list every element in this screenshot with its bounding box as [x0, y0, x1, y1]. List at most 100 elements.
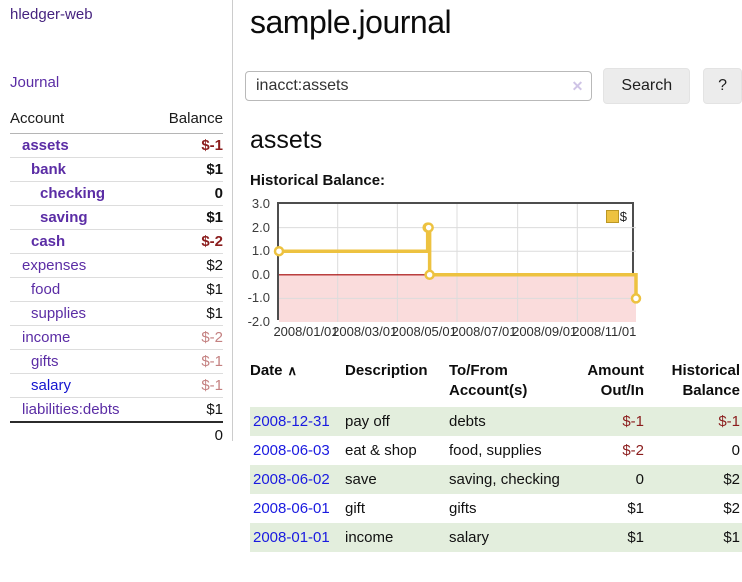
account-link[interactable]: liabilities:debts: [22, 401, 120, 418]
account-row: food $1: [10, 277, 223, 302]
account-name-cell: saving: [10, 205, 153, 230]
register-description-cell: income: [345, 523, 449, 552]
transaction-date-link[interactable]: 2008-06-02: [253, 471, 330, 488]
account-balance: $1: [152, 397, 223, 422]
account-link[interactable]: salary: [31, 377, 72, 394]
register-balance-cell: $-1: [646, 407, 742, 436]
account-link[interactable]: assets: [22, 137, 69, 154]
chart-plot-area[interactable]: $: [273, 202, 642, 322]
transaction-date-link[interactable]: 2008-06-03: [253, 442, 330, 459]
account-row: checking 0: [10, 181, 223, 206]
account-row: salary $-1: [10, 373, 223, 398]
legend-label: $: [619, 209, 627, 224]
account-name-cell: checking: [10, 181, 153, 206]
account-name-cell: food: [10, 277, 153, 302]
register-accounts-cell: saving, checking: [449, 465, 568, 494]
chart-legend: $: [605, 209, 627, 224]
account-name-cell: expenses: [10, 253, 153, 278]
clear-search-icon[interactable]: ✕: [571, 78, 584, 94]
register-header-amount: Amount Out/In: [587, 362, 644, 399]
y-tick-label: 3.0: [251, 196, 270, 211]
register-description-cell: save: [345, 465, 449, 494]
search-button[interactable]: Search: [603, 68, 691, 104]
chart-y-axis-labels: 3.0 2.0 1.0 0.0 -1.0 -2.0: [247, 196, 270, 329]
search-box: ✕: [245, 71, 593, 101]
help-button[interactable]: ?: [703, 68, 742, 104]
register-balance-cell: 0: [731, 442, 740, 459]
register-table: Date ∧ Description To/From Account(s) Amo…: [250, 359, 742, 552]
account-balance: $-2: [152, 325, 223, 350]
legend-swatch-icon: [605, 210, 619, 223]
search-input[interactable]: [245, 71, 593, 101]
account-link[interactable]: gifts: [31, 353, 59, 370]
y-tick-label: 0.0: [251, 266, 270, 282]
historical-balance-chart: 3.0 2.0 1.0 0.0 -1.0 -2.0 $ 2008/01/01 2008/03…: [247, 196, 742, 344]
register-balance-cell: $2: [723, 500, 740, 517]
account-link[interactable]: expenses: [22, 257, 87, 274]
account-balance: $-2: [152, 229, 223, 254]
register-description-cell: gift: [345, 500, 366, 517]
account-heading: assets: [250, 126, 323, 154]
x-tick-label: 2008/03/01: [332, 324, 398, 339]
account-link[interactable]: food: [31, 281, 61, 298]
sidebar-item-journal[interactable]: Journal: [10, 74, 60, 91]
page-title: sample.journal: [250, 4, 452, 40]
y-tick-label: -2.0: [247, 314, 270, 329]
chart-x-axis-labels: 2008/01/01 2008/03/01 2008/05/01 2008/07/01…: [273, 324, 742, 340]
register-description-cell: pay off: [345, 407, 449, 436]
transaction-date-link[interactable]: 2008-01-01: [253, 529, 330, 546]
register-accounts-cell: debts: [449, 407, 568, 436]
account-link[interactable]: income: [22, 329, 71, 346]
account-link[interactable]: checking: [40, 185, 106, 202]
register-row: 2008-06-02 save saving, checking 0 $2: [250, 465, 742, 494]
account-balance: $-1: [152, 349, 223, 374]
register-amount-cell: $1: [627, 500, 644, 517]
account-link[interactable]: supplies: [31, 305, 87, 322]
register-accounts-cell: salary: [449, 523, 568, 552]
register-row: 2008-01-01 income salary $1 $1: [250, 523, 742, 552]
accounts-header-account: Account: [10, 108, 153, 134]
account-balance: $2: [152, 253, 223, 278]
account-name-cell: cash: [10, 229, 153, 254]
register-row: 2008-06-01 gift gifts $1 $2: [250, 494, 742, 523]
y-tick-label: -1.0: [247, 290, 270, 306]
account-row: bank $1: [10, 157, 223, 182]
accounts-total-row: 0: [10, 421, 223, 448]
account-name-cell: supplies: [10, 301, 153, 326]
register-header-accounts: To/From Account(s): [449, 362, 528, 399]
account-link[interactable]: bank: [31, 161, 67, 178]
main-content: sample.journal ✕ Search ? assets Histori…: [245, 0, 742, 552]
register-header-row: Date ∧ Description To/From Account(s) Amo…: [250, 359, 742, 407]
historical-balance-label: Historical Balance:: [250, 172, 386, 189]
account-link[interactable]: saving: [40, 209, 88, 226]
account-balance: 0: [152, 181, 223, 206]
transaction-date-link[interactable]: 2008-12-31: [253, 413, 330, 430]
account-row: gifts $-1: [10, 349, 223, 374]
account-balance: $1: [152, 277, 223, 302]
register-date-cell: 2008-06-01: [250, 494, 345, 523]
account-link[interactable]: cash: [31, 233, 66, 250]
search-bar: ✕ Search ?: [245, 68, 742, 104]
register-date-cell: 2008-01-01: [250, 523, 345, 552]
account-balance: $1: [152, 157, 223, 182]
x-tick-label: 2008/07/01: [451, 324, 517, 339]
account-balance: $-1: [152, 373, 223, 398]
register-date-cell: 2008-06-02: [250, 465, 345, 494]
accounts-total-value: 0: [152, 421, 223, 448]
x-tick-label: 2008/09/01: [512, 324, 578, 339]
app-title-link[interactable]: hledger-web: [10, 6, 93, 23]
register-amount-cell: $-2: [622, 442, 644, 459]
register-date-cell: 2008-12-31: [250, 407, 345, 436]
account-name-cell: assets: [10, 134, 152, 158]
register-accounts-cell: gifts: [449, 500, 477, 517]
account-row: income $-2: [10, 325, 223, 350]
transaction-date-link[interactable]: 2008-06-01: [253, 500, 330, 517]
register-amount-cell: $-1: [568, 407, 646, 436]
sidebar: hledger-web Journal Account Balance asse…: [0, 0, 233, 448]
account-row: liabilities:debts $1: [10, 397, 223, 422]
accounts-header-balance: Balance: [152, 108, 223, 134]
register-description-cell: eat & shop: [345, 442, 417, 459]
register-header-date[interactable]: Date ∧: [250, 362, 298, 379]
account-name-cell: gifts: [10, 349, 153, 374]
account-balance: $1: [152, 301, 223, 326]
